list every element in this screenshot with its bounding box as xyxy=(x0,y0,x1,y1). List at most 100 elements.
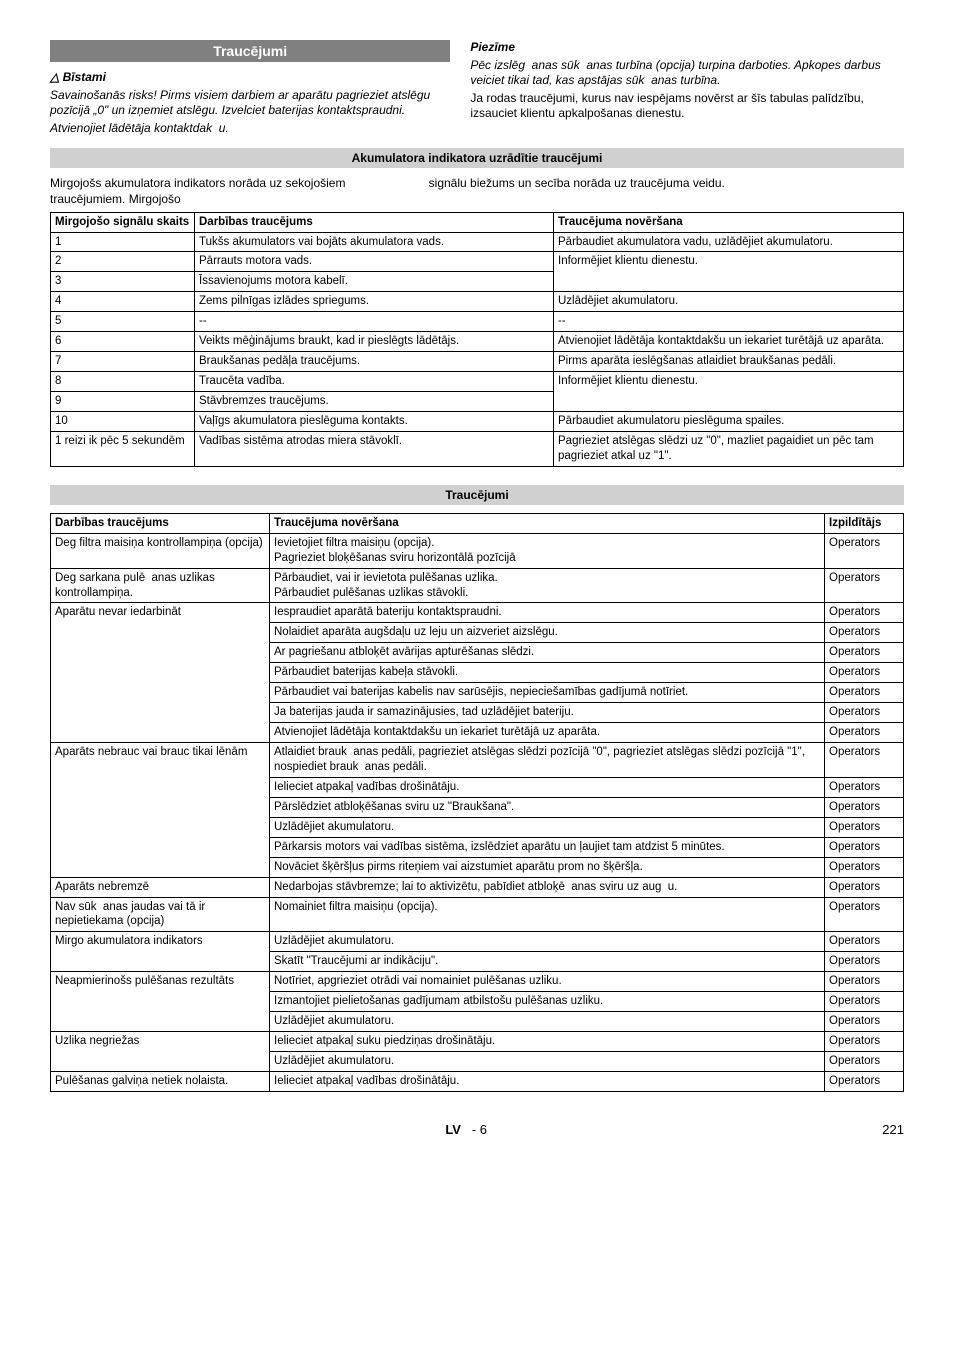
remedy-cell: Nomainiet filtra maisiņu (opcija). xyxy=(270,897,825,932)
note-heading: Piezīme xyxy=(470,40,904,56)
table-row: Deg sarkana pulē anas uzlikas kontrollam… xyxy=(51,568,904,603)
remedy-cell: Atvienojiet lādētāja kontaktdakšu un iek… xyxy=(270,723,825,743)
cell: 7 xyxy=(51,352,195,372)
table-row: 1 reizi ik pēc 5 sekundēmVadības sistēma… xyxy=(51,431,904,466)
who-cell: Operators xyxy=(825,837,904,857)
cell: Veikts mēģinājums braukt, kad ir pieslēg… xyxy=(195,332,554,352)
cell: Braukšanas pedāļa traucējums. xyxy=(195,352,554,372)
remedy-cell: Pārbaudiet, vai ir ievietota pulēšanas u… xyxy=(270,568,825,603)
who-cell: Operators xyxy=(825,623,904,643)
cell: 3 xyxy=(51,272,195,292)
cell: 6 xyxy=(51,332,195,352)
indicator-faults-table: Mirgojošo signālu skaitsDarbības traucēj… xyxy=(50,212,904,467)
cell: 9 xyxy=(51,392,195,412)
remedy-cell: Ielieciet atpakaļ suku piedziņas drošinā… xyxy=(270,1032,825,1052)
who-cell: Operators xyxy=(825,743,904,778)
who-cell: Operators xyxy=(825,533,904,568)
intro-text-right: signālu biežums un secība norāda uz trau… xyxy=(429,176,788,192)
cell: Īssavienojums motora kabelī. xyxy=(195,272,554,292)
remedy-cell: Uzlādējiet akumulatoru. xyxy=(270,1012,825,1032)
section-title-indicator: Akumulatora indikatora uzrādītie traucēj… xyxy=(50,148,904,168)
fault-cell: Aparāts nebremzē xyxy=(51,877,270,897)
who-cell: Operators xyxy=(825,797,904,817)
fault-cell: Pulēšanas galviņa netiek nolaista. xyxy=(51,1071,270,1091)
table-row: Nav sūk anas jaudas vai tā ir nepietieka… xyxy=(51,897,904,932)
remedy-cell: Pārbaudiet baterijas kabeļa stāvokli. xyxy=(270,663,825,683)
warning-heading: △ Bīstami xyxy=(50,70,450,86)
cell: 5 xyxy=(51,312,195,332)
table-row: Neapmierinošs pulēšanas rezultātsNotīrie… xyxy=(51,972,904,992)
fault-cell: Aparātu nevar iedarbināt xyxy=(51,603,270,743)
page-footer: LV - 6 221 xyxy=(50,1122,904,1137)
cell: 10 xyxy=(51,411,195,431)
cell: Informējiet klientu dienestu. xyxy=(554,372,904,412)
cell: 1 xyxy=(51,232,195,252)
table-row: Aparāts nebrauc vai brauc tikai lēnāmAtl… xyxy=(51,743,904,778)
who-cell: Operators xyxy=(825,703,904,723)
fault-cell: Nav sūk anas jaudas vai tā ir nepietieka… xyxy=(51,897,270,932)
intro-text-left: Mirgojošs akumulatora indikators norāda … xyxy=(50,176,409,207)
note-text-1: Pēc izslēg anas sūk anas turbīna (opcija… xyxy=(470,58,904,89)
cell: -- xyxy=(554,312,904,332)
table-row: 1Tukšs akumulators vai bojāts akumulator… xyxy=(51,232,904,252)
table-header: Mirgojošo signālu skaits xyxy=(51,212,195,232)
cell: Uzlādējiet akumulatoru. xyxy=(554,292,904,312)
cell: Pirms aparāta ieslēgšanas atlaidiet brau… xyxy=(554,352,904,372)
who-cell: Operators xyxy=(825,663,904,683)
remedy-cell: Ja baterijas jauda ir samazinājusies, ta… xyxy=(270,703,825,723)
fault-cell: Neapmierinošs pulēšanas rezultāts xyxy=(51,972,270,1032)
table-row: Pulēšanas galviņa netiek nolaista.Ieliec… xyxy=(51,1071,904,1091)
who-cell: Operators xyxy=(825,952,904,972)
who-cell: Operators xyxy=(825,992,904,1012)
cell: Atvienojiet lādētāja kontaktdakšu un iek… xyxy=(554,332,904,352)
cell: Pagrieziet atslēgas slēdzi uz "0", mazli… xyxy=(554,431,904,466)
fault-cell: Mirgo akumulatora indikators xyxy=(51,932,270,972)
cell: 4 xyxy=(51,292,195,312)
who-cell: Operators xyxy=(825,817,904,837)
remedy-cell: Ielieciet atpakaļ vadības drošinātāju. xyxy=(270,777,825,797)
cell: Informējiet klientu dienestu. xyxy=(554,252,904,292)
section-title-faults: Traucējumi xyxy=(50,40,450,62)
table-row: Aparātu nevar iedarbinātIespraudiet apar… xyxy=(51,603,904,623)
who-cell: Operators xyxy=(825,1032,904,1052)
who-cell: Operators xyxy=(825,568,904,603)
remedy-cell: Iespraudiet aparātā bateriju kontaktspra… xyxy=(270,603,825,623)
remedy-cell: Nedarbojas stāvbremze; lai to aktivizētu… xyxy=(270,877,825,897)
who-cell: Operators xyxy=(825,932,904,952)
cell: Pārbaudiet akumulatoru pieslēguma spaile… xyxy=(554,411,904,431)
cell: Pārrauts motora vads. xyxy=(195,252,554,272)
who-cell: Operators xyxy=(825,897,904,932)
warning-text-1: Savainošanās risks! Pirms visiem darbiem… xyxy=(50,88,450,119)
fault-cell: Aparāts nebrauc vai brauc tikai lēnām xyxy=(51,743,270,878)
footer-page-number: 221 xyxy=(882,1122,904,1137)
who-cell: Operators xyxy=(825,1052,904,1072)
remedy-cell: Notīriet, apgrieziet otrādi vai nomainie… xyxy=(270,972,825,992)
remedy-cell: Pārbaudiet vai baterijas kabelis nav sar… xyxy=(270,683,825,703)
remedy-cell: Uzlādējiet akumulatoru. xyxy=(270,932,825,952)
remedy-cell: Ar pagriešanu atbloķēt avārijas apturēša… xyxy=(270,643,825,663)
who-cell: Operators xyxy=(825,857,904,877)
table-row: 10Vaļīgs akumulatora pieslēguma kontakts… xyxy=(51,411,904,431)
section-title-faults-2: Traucējumi xyxy=(50,485,904,505)
remedy-cell: Pārkarsis motors vai vadības sistēma, iz… xyxy=(270,837,825,857)
remedy-cell: Pārslēdziet atbloķēšanas sviru uz "Brauk… xyxy=(270,797,825,817)
who-cell: Operators xyxy=(825,1012,904,1032)
table-row: Uzlika negriežasIelieciet atpakaļ suku p… xyxy=(51,1032,904,1052)
who-cell: Operators xyxy=(825,683,904,703)
cell: Traucēta vadība. xyxy=(195,372,554,392)
who-cell: Operators xyxy=(825,877,904,897)
faults-table: Darbības traucējumsTraucējuma novēršanaI… xyxy=(50,513,904,1092)
who-cell: Operators xyxy=(825,603,904,623)
who-cell: Operators xyxy=(825,643,904,663)
cell: Stāvbremzes traucējums. xyxy=(195,392,554,412)
table-row: 2Pārrauts motora vads.Informējiet klient… xyxy=(51,252,904,272)
fault-cell: Uzlika negriežas xyxy=(51,1032,270,1072)
table-header: Izpildītājs xyxy=(825,513,904,533)
warning-icon: △ xyxy=(50,70,59,84)
cell: Pārbaudiet akumulatora vadu, uzlādējiet … xyxy=(554,232,904,252)
remedy-cell: Atlaidiet brauk anas pedāli, pagrieziet … xyxy=(270,743,825,778)
table-row: 5---- xyxy=(51,312,904,332)
cell: Vaļīgs akumulatora pieslēguma kontakts. xyxy=(195,411,554,431)
cell: 2 xyxy=(51,252,195,272)
who-cell: Operators xyxy=(825,972,904,992)
